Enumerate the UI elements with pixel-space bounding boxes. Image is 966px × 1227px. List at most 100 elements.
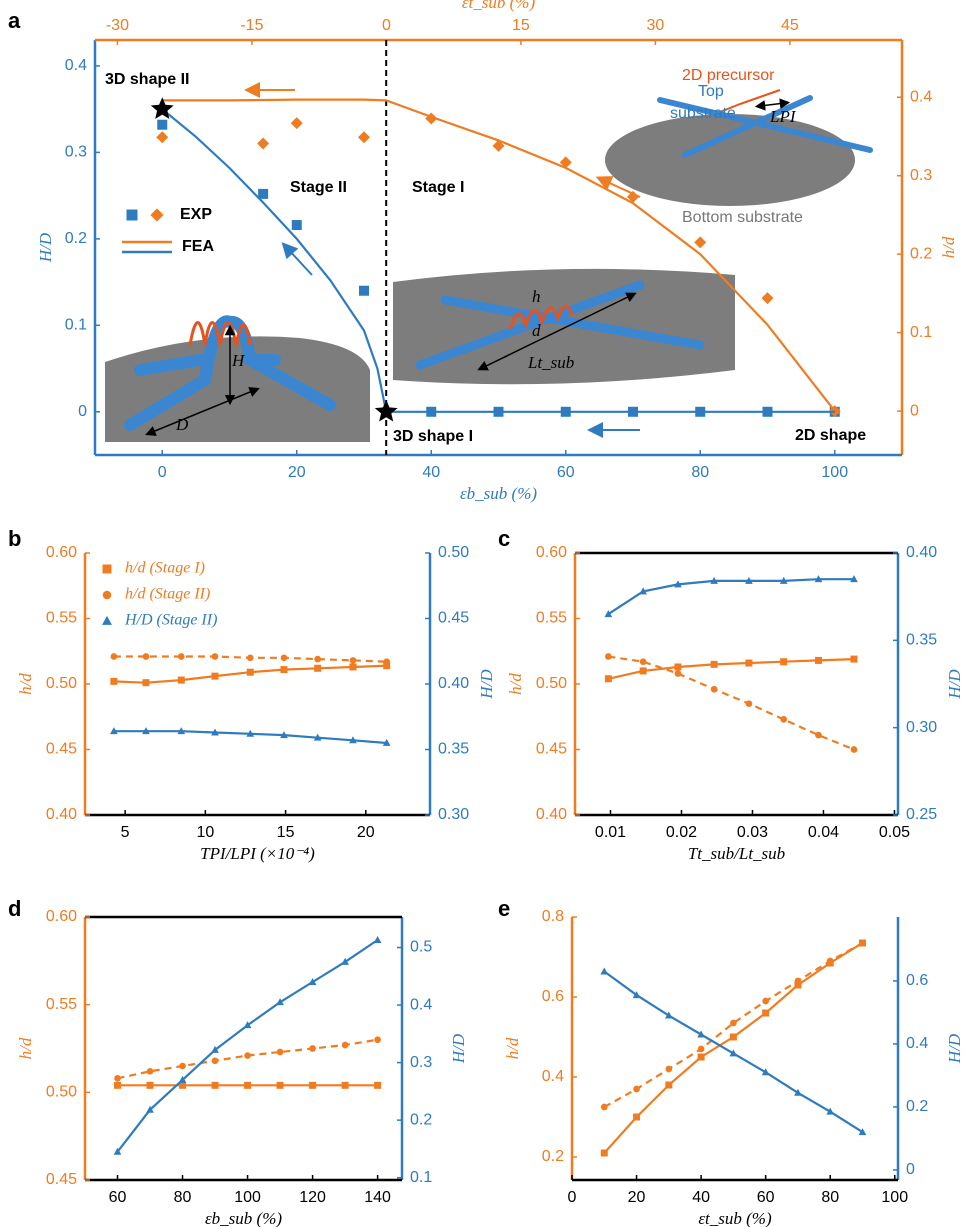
- marker-diamond: [358, 131, 370, 143]
- marker-circle: [342, 1042, 349, 1049]
- x2-tick-label: -30: [106, 17, 129, 34]
- x-axis-label: Tt_sub/Lt_sub: [688, 844, 785, 863]
- x-tick-label: 5: [121, 824, 130, 841]
- y2-tick-label: 0.40: [906, 544, 937, 561]
- annotation: 2D shape: [795, 427, 866, 444]
- marker-square: [292, 220, 302, 230]
- marker-circle: [244, 1052, 251, 1059]
- panel-label: d: [8, 896, 21, 921]
- x-tick-label: 40: [692, 1189, 710, 1206]
- marker-diamond: [762, 292, 774, 304]
- illustrations: [105, 90, 870, 442]
- marker-circle: [314, 656, 321, 663]
- legend-label: h/d (Stage II): [125, 586, 210, 603]
- marker-circle: [851, 746, 858, 753]
- marker-circle: [281, 654, 288, 661]
- marker-square: [103, 565, 112, 574]
- marker-square: [730, 1034, 737, 1041]
- y-tick-label: 0.2: [542, 1148, 564, 1165]
- y-tick-label: 0.45: [46, 1171, 77, 1188]
- marker-circle: [143, 653, 150, 660]
- marker-triangle: [600, 967, 608, 974]
- y2-tick-label: 0.45: [438, 610, 469, 627]
- y-tick-label: 0.45: [46, 741, 77, 758]
- y2-axis-label: H/D: [477, 669, 496, 700]
- x-tick-label: 0.05: [879, 824, 910, 841]
- y2-tick-label: 0.3: [410, 1054, 432, 1071]
- marker-square: [359, 286, 369, 296]
- marker-circle: [212, 1057, 219, 1064]
- substrate-image: [605, 114, 855, 206]
- marker-diamond: [150, 208, 163, 221]
- x-tick-label: 100: [234, 1189, 261, 1206]
- y-axis-label: h/d: [16, 673, 35, 695]
- marker-square: [211, 673, 218, 680]
- marker-circle: [114, 1075, 121, 1082]
- marker-circle: [815, 732, 822, 739]
- annotation: 2D precursor: [682, 67, 775, 84]
- series-line: [118, 1040, 378, 1079]
- x-axis-label: εb_sub (%): [205, 1209, 282, 1227]
- series-line: [608, 579, 854, 614]
- x-tick-label: 0.04: [808, 824, 839, 841]
- marker-square: [850, 656, 857, 663]
- x-axis-label: TPI/LPI (×10⁻⁴): [200, 844, 315, 863]
- x-tick-label: 0.01: [595, 824, 626, 841]
- x-tick-label: 80: [174, 1189, 192, 1206]
- marker-square: [244, 1082, 251, 1089]
- marker-square: [640, 667, 647, 674]
- marker-square: [780, 658, 787, 665]
- y2-tick-label: 0.35: [906, 632, 937, 649]
- marker-circle: [309, 1045, 316, 1052]
- legend-label: FEA: [182, 238, 214, 255]
- marker-square: [762, 1010, 769, 1017]
- x-tick-label: 0: [568, 1189, 577, 1206]
- x2-tick-label: 0: [382, 17, 391, 34]
- marker-square: [674, 663, 681, 670]
- x-tick-label: 20: [288, 464, 306, 481]
- y2-tick-label: 0: [910, 402, 919, 419]
- x-tick-label: 100: [821, 464, 848, 481]
- y2-tick-label: 0.1: [910, 324, 932, 341]
- y2-tick-label: 0.40: [438, 675, 469, 692]
- x-tick-label: 140: [364, 1189, 391, 1206]
- marker-square: [711, 661, 718, 668]
- y2-tick-label: 0.4: [410, 996, 432, 1013]
- x2-tick-label: 15: [512, 17, 530, 34]
- marker-triangle: [102, 616, 112, 625]
- y2-tick-label: 0: [906, 1161, 915, 1178]
- marker-square: [665, 1082, 672, 1089]
- y-tick-label: 0.60: [46, 544, 77, 561]
- x-tick-label: 0: [158, 464, 167, 481]
- y-tick-label: 0.50: [46, 675, 77, 692]
- y-tick-label: 0.50: [46, 1084, 77, 1101]
- x2-axis-label: εt_sub (%): [462, 0, 536, 12]
- y2-axis-label: H/D: [945, 669, 964, 700]
- x-tick-label: 120: [299, 1189, 326, 1206]
- annotation: LPI: [769, 107, 797, 126]
- x-tick-label: 10: [196, 824, 214, 841]
- x-tick-label: 20: [357, 824, 375, 841]
- y2-tick-label: 0.4: [910, 88, 932, 105]
- annotation: Stage II: [290, 179, 347, 196]
- marker-diamond: [291, 117, 303, 129]
- marker-circle: [383, 658, 390, 665]
- y-tick-label: 0.50: [536, 675, 567, 692]
- y-tick-label: 0: [78, 403, 87, 420]
- y-axis-label: h/d: [503, 1037, 522, 1059]
- y-axis-label: h/d: [506, 673, 525, 695]
- annotation: substrate: [670, 105, 736, 122]
- y-tick-label: 0.1: [65, 317, 87, 334]
- annotation: Lt_sub: [527, 353, 574, 372]
- legend-label: EXP: [180, 206, 212, 223]
- dim-arrow: [760, 103, 785, 106]
- marker-square: [212, 1082, 219, 1089]
- marker-circle: [675, 670, 682, 677]
- marker-square: [110, 678, 117, 685]
- marker-circle: [247, 654, 254, 661]
- x-tick-label: 60: [557, 464, 575, 481]
- y-tick-label: 0.8: [542, 908, 564, 925]
- marker-triangle: [374, 936, 382, 943]
- y2-tick-label: 0.2: [410, 1111, 432, 1128]
- marker-square: [601, 1150, 608, 1157]
